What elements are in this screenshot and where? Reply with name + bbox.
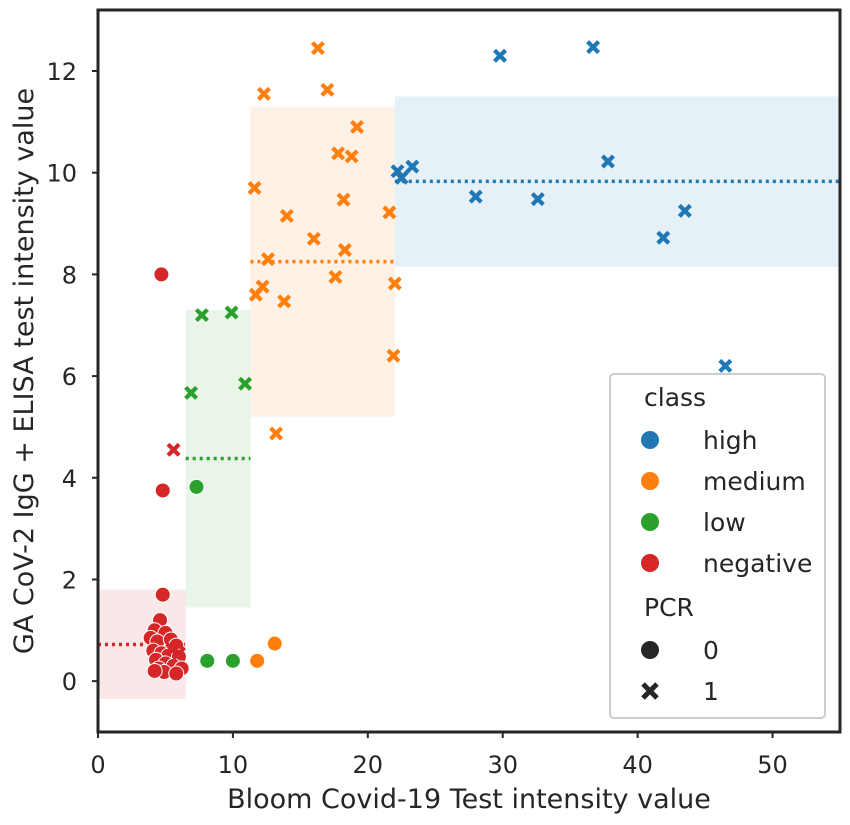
- point-medium-pcr1: [269, 426, 284, 441]
- x-tick-label: 30: [487, 751, 518, 779]
- point-medium-pcr1: [277, 294, 292, 309]
- legend-label-pcr-0: 0: [703, 636, 719, 665]
- y-tick-label: 8: [62, 261, 77, 289]
- point-medium-pcr1: [306, 231, 321, 246]
- legend-marker-x: [641, 682, 659, 700]
- point-medium-pcr0: [266, 635, 283, 652]
- legend-label-low: low: [703, 508, 746, 537]
- legend-style-title: PCR: [644, 593, 694, 622]
- y-tick-label: 10: [46, 160, 77, 188]
- point-high-pcr1: [405, 159, 420, 174]
- y-tick-label: 0: [62, 668, 77, 696]
- y-tick-label: 4: [62, 465, 77, 493]
- legend-label-pcr-1: 1: [703, 677, 719, 706]
- data-points: [142, 40, 733, 682]
- point-high-pcr1: [677, 203, 692, 218]
- legend-marker-medium: [641, 472, 659, 490]
- legend-label-high: high: [703, 426, 758, 455]
- legend-marker-high: [641, 431, 659, 449]
- legend-marker-negative: [641, 554, 659, 572]
- point-medium-pcr1: [344, 149, 359, 164]
- point-high-pcr1: [656, 230, 671, 245]
- point-medium-pcr1: [248, 287, 263, 302]
- y-axis-label: GA CoV-2 IgG + ELISA test intensity valu…: [9, 88, 40, 654]
- point-medium-pcr1: [320, 82, 335, 97]
- x-tick-label: 40: [622, 751, 653, 779]
- point-medium-pcr1: [386, 348, 401, 363]
- legend-label-medium: medium: [703, 467, 806, 496]
- point-medium-pcr0: [249, 652, 266, 669]
- legend-hue-title: class: [644, 383, 706, 412]
- point-negative-pcr1: [165, 642, 180, 657]
- point-high-pcr1: [493, 48, 508, 63]
- point-medium-pcr1: [350, 119, 365, 134]
- point-medium-pcr1: [328, 269, 343, 284]
- point-high-pcr1: [600, 154, 615, 169]
- point-negative-pcr0: [154, 482, 171, 499]
- plot-frame: [96, 8, 842, 734]
- point-medium-pcr1: [387, 276, 402, 291]
- point-low-pcr0: [199, 652, 216, 669]
- y-tick-label: 2: [62, 566, 77, 594]
- x-tick-label: 50: [757, 751, 788, 779]
- point-negative-pcr0: [153, 266, 170, 283]
- point-low-pcr0: [188, 478, 205, 495]
- point-high-pcr1: [468, 189, 483, 204]
- legend-marker-low: [641, 513, 659, 531]
- point-negative-pcr0: [154, 586, 171, 603]
- y-tick-label: 12: [46, 58, 77, 86]
- x-axis-label: Bloom Covid-19 Test intensity value: [227, 784, 711, 815]
- legend-label-negative: negative: [703, 549, 812, 578]
- point-high-pcr1: [718, 358, 733, 373]
- point-medium-pcr1: [331, 146, 346, 161]
- x-tick-label: 10: [218, 751, 249, 779]
- point-medium-pcr1: [279, 208, 294, 223]
- point-medium-pcr1: [256, 86, 271, 101]
- point-medium-pcr1: [336, 192, 351, 207]
- point-negative-pcr0: [146, 662, 163, 679]
- point-medium-pcr1: [247, 180, 262, 195]
- point-medium-pcr1: [337, 243, 352, 257]
- point-low-pcr1: [194, 308, 209, 323]
- point-medium-pcr1: [382, 205, 397, 220]
- point-low-pcr0: [224, 652, 241, 669]
- point-low-pcr1: [184, 385, 199, 400]
- point-negative-pcr1: [171, 646, 186, 661]
- point-medium-pcr1: [261, 252, 275, 267]
- legend: class high medium low negative PCR 0 1: [609, 373, 826, 719]
- class-regions: [98, 96, 840, 699]
- point-negative-pcr0: [168, 665, 185, 682]
- point-negative-pcr1: [166, 442, 181, 457]
- point-high-pcr1: [586, 40, 601, 55]
- legend-box: [609, 373, 826, 719]
- point-low-pcr1: [238, 376, 253, 391]
- point-high-pcr1: [530, 192, 545, 207]
- region-low: [185, 309, 251, 608]
- point-medium-pcr1: [310, 41, 325, 56]
- x-tick-label: 0: [90, 751, 105, 779]
- point-high-pcr1: [394, 170, 409, 185]
- y-tick-label: 6: [62, 363, 77, 391]
- legend-marker-circle: [641, 641, 659, 659]
- x-tick-label: 20: [353, 751, 384, 779]
- point-low-pcr1: [224, 305, 239, 320]
